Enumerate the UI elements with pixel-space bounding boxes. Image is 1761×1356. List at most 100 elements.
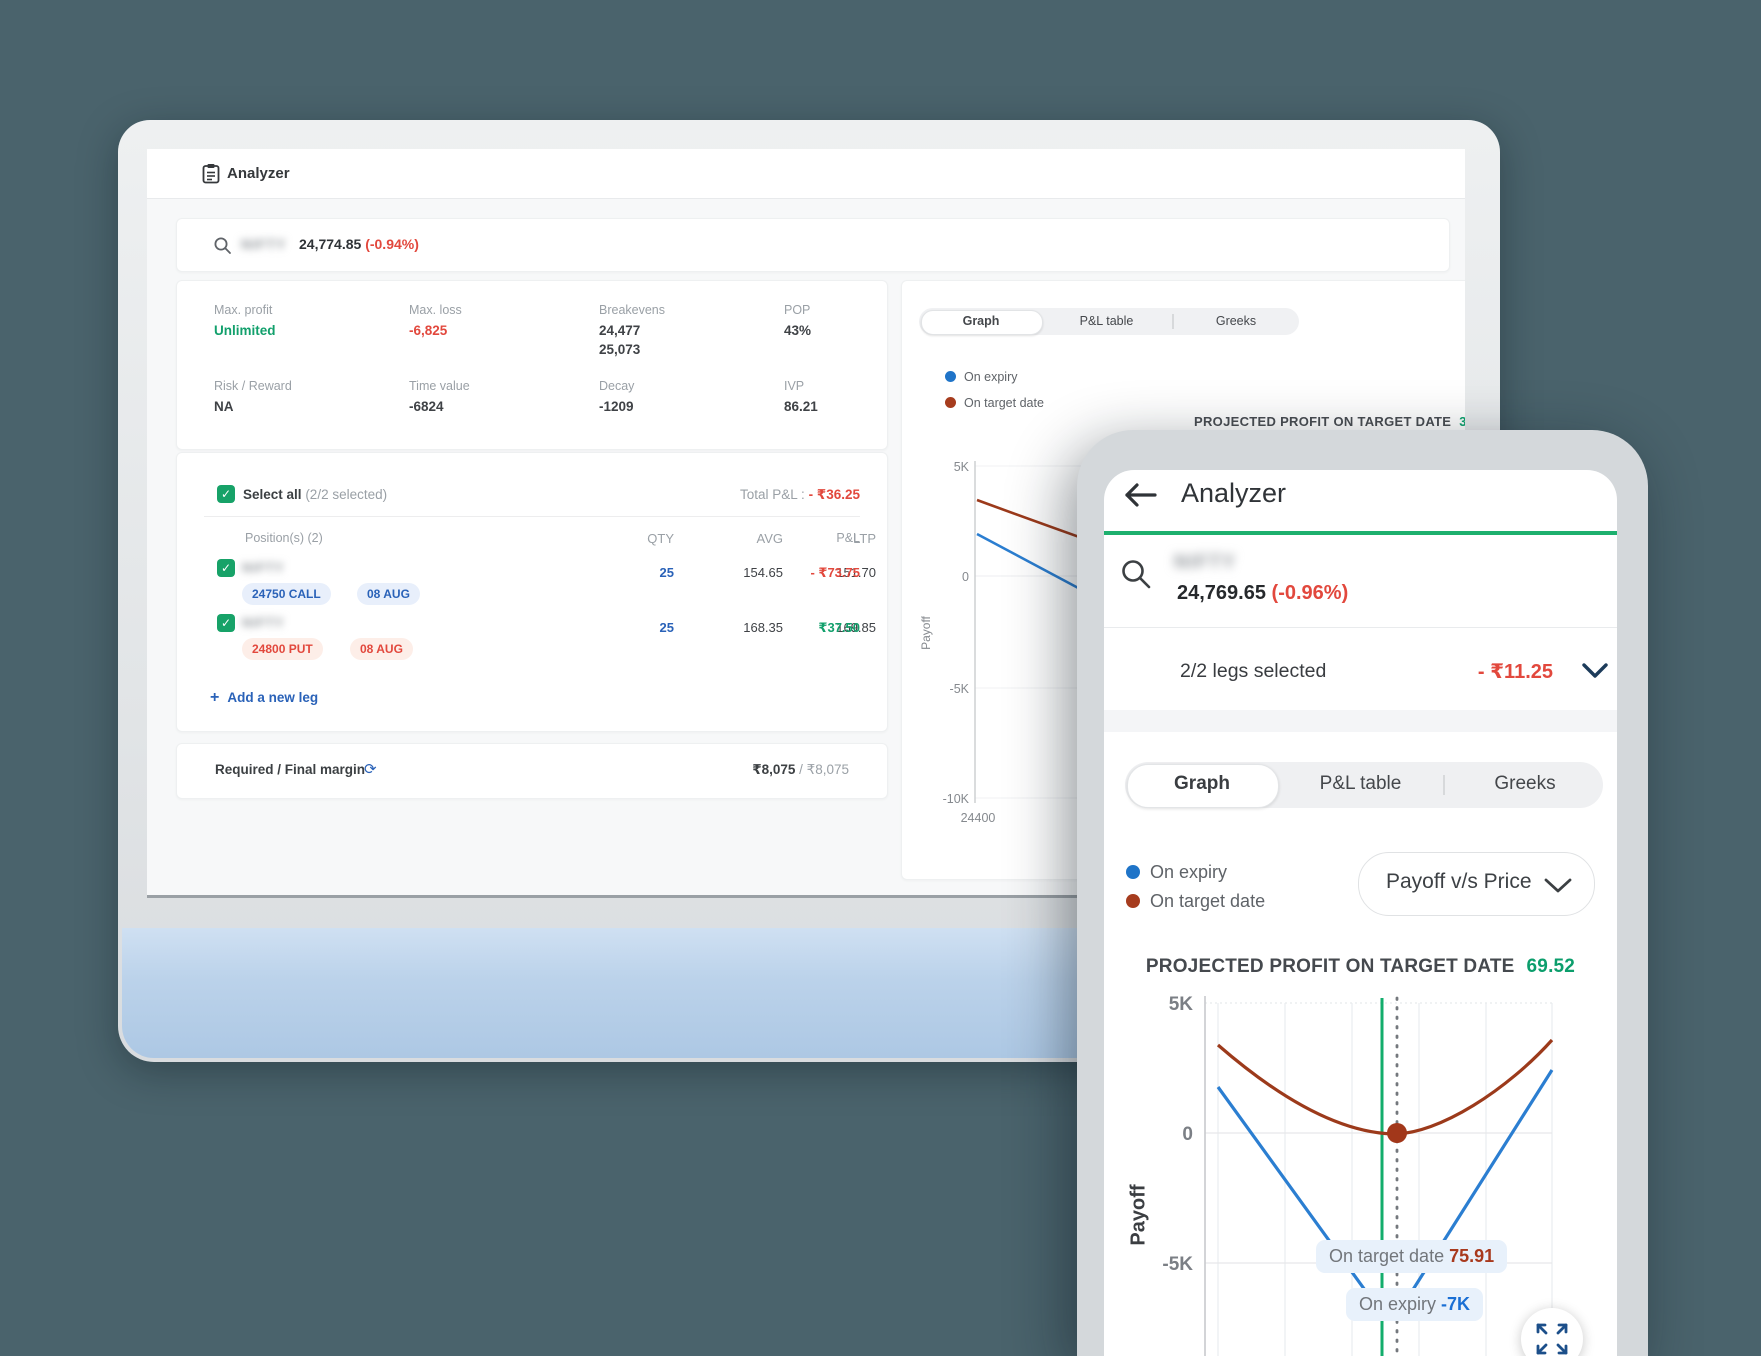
projected-label: PROJECTED PROFIT ON TARGET DATE: [1145, 956, 1515, 977]
cell-qty: 25: [659, 565, 674, 580]
projected-profit-title: PROJECTED PROFIT ON TARGET DATE 69.52: [1104, 956, 1617, 978]
margin-value: ₹8,075 / ₹8,075: [752, 762, 849, 778]
strike-badge: 24750 CALL: [242, 583, 331, 605]
search-icon[interactable]: [1120, 558, 1152, 590]
tab-pill: [1127, 764, 1279, 808]
stat-pop: POP 43%: [784, 303, 811, 338]
col-header-qty: QTY: [647, 531, 674, 546]
total-pnl-label: Total P&L :: [740, 487, 805, 502]
desktop-tab-bar: Graph P&L table Greeks: [919, 308, 1299, 335]
expand-icon: [1536, 1323, 1568, 1355]
tab-pl-table[interactable]: P&L table: [1319, 773, 1402, 794]
col-header-avg: AVG: [756, 531, 784, 546]
projected-label: PROJECTED PROFIT ON TARGET DATE: [1194, 414, 1452, 429]
tab-pill: [921, 310, 1043, 335]
selected-count: (2/2 selected): [305, 487, 388, 502]
select-all-text: Select all: [243, 487, 302, 502]
cell-avg: 168.35: [743, 620, 783, 635]
divider: [1104, 627, 1617, 628]
positions-card: ✓ Select all (2/2 selected) Total P&L : …: [176, 452, 888, 732]
payoff-vs-price-dropdown[interactable]: Payoff v/s Price: [1358, 852, 1595, 916]
tooltip-label: On expiry: [1359, 1294, 1437, 1314]
tab-divider: [1443, 775, 1445, 795]
line-on-expiry: [1216, 1069, 1554, 1320]
plus-icon: +: [210, 689, 220, 706]
select-all-label: Select all (2/2 selected): [243, 487, 387, 502]
row-ticker-blurred: NIFTY: [242, 615, 285, 630]
green-underline: [1104, 531, 1617, 535]
stat-time-value: Time value -6824: [409, 379, 470, 414]
stat-value: Unlimited: [214, 323, 276, 338]
stat-risk-reward: Risk / Reward NA: [214, 379, 292, 414]
stat-label: Max. loss: [409, 303, 462, 317]
legend-label-target: On target date: [1150, 891, 1266, 911]
xtick-24400: 24400: [961, 811, 996, 825]
tab-graph[interactable]: Graph: [962, 314, 1000, 328]
price-value: 24,774.85: [299, 236, 362, 252]
row-checkbox[interactable]: ✓: [217, 559, 235, 577]
phone-tab-bar: Graph P&L table Greeks: [1125, 762, 1603, 808]
add-leg-label: Add a new leg: [227, 690, 319, 705]
legend-label-expiry: On expiry: [964, 370, 1018, 384]
projected-value: 36.14: [1459, 414, 1465, 429]
col-header-positions: Position(s) (2): [245, 531, 323, 545]
legend-label-expiry: On expiry: [1150, 862, 1228, 882]
refresh-icon[interactable]: ⟳: [364, 761, 377, 778]
ytick-5k: 5K: [1169, 994, 1194, 1015]
phone-mockup: Analyzer NIFTY 24,769.65 (-0.96%) 2/2 le…: [1077, 430, 1648, 1356]
stat-label: Breakevens: [599, 303, 666, 317]
fullscreen-expand-button[interactable]: [1521, 1308, 1583, 1356]
target-date-marker-dot: [1387, 1123, 1407, 1143]
legend-label-target: On target date: [964, 396, 1044, 410]
legs-selected-label: 2/2 legs selected: [1180, 660, 1327, 682]
instrument-ticker-blurred: NIFTY: [1174, 552, 1237, 573]
add-new-leg-button[interactable]: + Add a new leg: [210, 689, 318, 707]
y-axis-label: Payoff: [919, 616, 933, 650]
expiry-badge: 08 AUG: [350, 638, 413, 660]
back-arrow-icon[interactable]: [1124, 482, 1158, 508]
projected-profit-title: PROJECTED PROFIT ON TARGET DATE 36.14: [1194, 414, 1465, 429]
tooltip-label: On target date: [1329, 1246, 1445, 1266]
chevron-down-icon[interactable]: [1582, 663, 1608, 679]
tooltip-on-expiry: On expiry -7K: [1346, 1288, 1484, 1321]
stat-label: Risk / Reward: [214, 379, 292, 393]
ytick-5k: 5K: [954, 460, 970, 474]
desktop-app-header: Analyzer: [147, 149, 1465, 199]
desktop-search-bar[interactable]: NIFTY 24,774.85 (-0.94%): [176, 218, 1450, 272]
legend-dot-expiry: [1126, 865, 1140, 879]
tooltip-value: -7K: [1441, 1294, 1471, 1314]
expiry-badge: 08 AUG: [357, 583, 420, 605]
margin-final: / ₹8,075: [795, 762, 849, 777]
stat-value: 24,477: [599, 323, 641, 338]
ytick-m5k: -5K: [950, 682, 970, 696]
stat-label: IVP: [784, 379, 805, 393]
search-icon: [214, 237, 231, 254]
tab-pl-table[interactable]: P&L table: [1079, 314, 1134, 328]
instrument-ticker-blurred: NIFTY: [241, 236, 287, 252]
page-title: Analyzer: [1181, 478, 1287, 508]
stat-value: 86.21: [784, 399, 818, 414]
legs-pnl-value: - ₹11.25: [1477, 661, 1553, 683]
row-checkbox[interactable]: ✓: [217, 614, 235, 632]
price-value: 24,769.65: [1177, 582, 1266, 604]
stat-max-loss: Max. loss -6,825: [409, 303, 462, 338]
cell-pnl: ₹37.50: [818, 620, 860, 635]
total-pnl: Total P&L : - ₹36.25: [740, 487, 860, 503]
margin-card: Required / Final margin ⟳ ₹8,075 / ₹8,07…: [176, 743, 888, 799]
tab-greeks[interactable]: Greeks: [1215, 314, 1257, 328]
select-all-checkbox[interactable]: ✓: [217, 485, 235, 503]
stat-value: -6824: [409, 399, 444, 414]
col-header-pnl: P&L: [836, 531, 860, 545]
margin-label: Required / Final margin: [215, 762, 366, 777]
tab-greeks[interactable]: Greeks: [1494, 773, 1556, 794]
instrument-price: 24,774.85 (-0.94%): [299, 236, 419, 252]
stat-label: Max. profit: [214, 303, 273, 317]
ytick-0: 0: [1182, 1124, 1193, 1145]
tab-graph[interactable]: Graph: [1174, 773, 1230, 794]
stat-label: POP: [784, 303, 811, 317]
stat-value: -6,825: [409, 323, 448, 338]
cell-ltp: 151.70: [836, 565, 876, 580]
strategy-stats-card: Max. profit Unlimited Max. loss -6,825 B…: [176, 280, 888, 450]
stat-value: NA: [214, 399, 234, 414]
